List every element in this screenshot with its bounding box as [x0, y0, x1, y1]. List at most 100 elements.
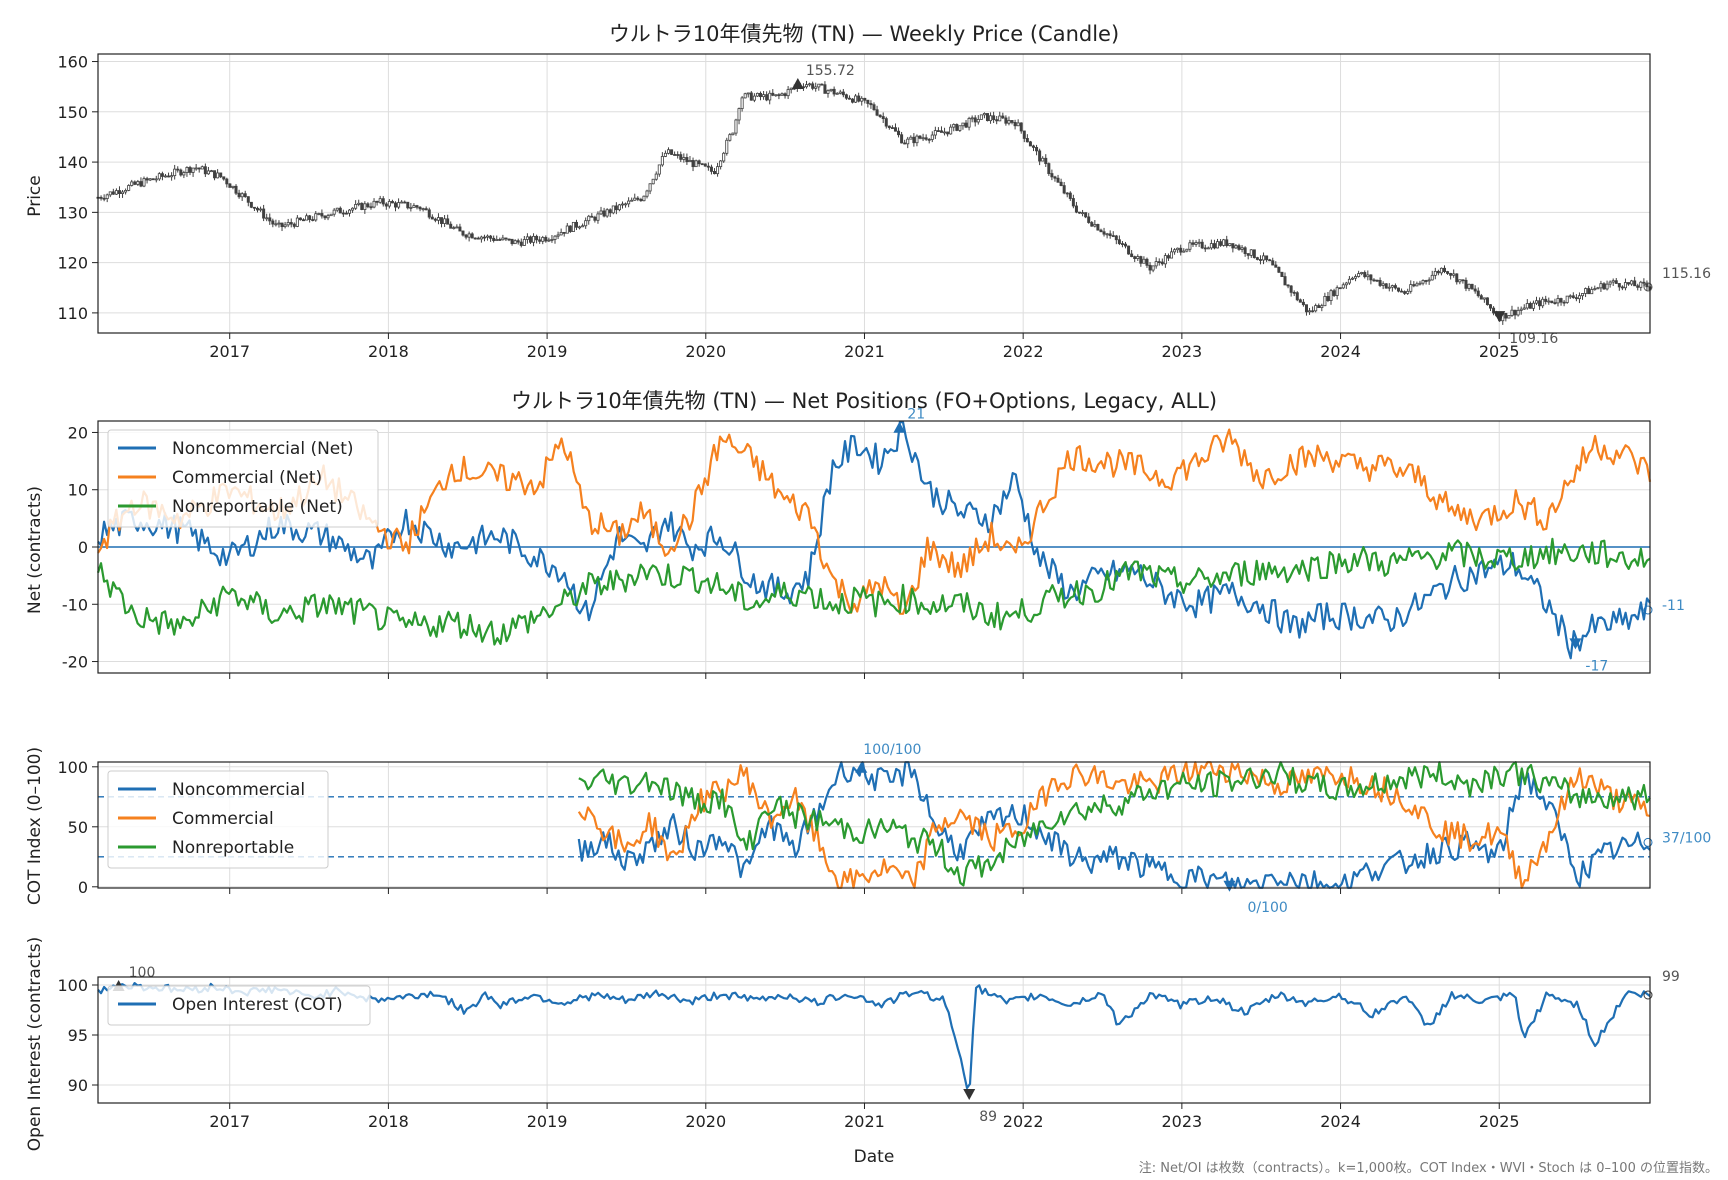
candle-body	[648, 183, 652, 192]
candle-body	[771, 92, 775, 96]
candle-body	[117, 190, 121, 195]
candle-body	[1390, 285, 1394, 288]
price-ytick-label-1: 120	[57, 254, 88, 273]
candle-body	[651, 178, 655, 185]
price-xtick-label-2025: 2025	[1479, 342, 1520, 361]
candle-body	[360, 202, 364, 210]
candle-body	[341, 212, 345, 215]
candle-body	[314, 213, 318, 221]
candle-body	[262, 208, 266, 219]
candle-body	[1467, 283, 1471, 289]
candle-body	[1400, 290, 1404, 293]
candle-body	[1375, 279, 1379, 282]
candle-body	[691, 160, 695, 168]
candle-body	[213, 170, 217, 179]
candle-body	[332, 209, 336, 215]
net-x-ticks	[229, 673, 1500, 679]
candle-body	[1084, 212, 1088, 218]
candle-body	[838, 91, 842, 94]
price-low-marker	[1493, 311, 1506, 323]
candle-body	[1630, 280, 1634, 285]
candle-body	[1455, 273, 1459, 283]
candle-body	[1188, 242, 1192, 250]
candle-body	[967, 118, 971, 128]
candle-body	[1553, 302, 1557, 305]
candle-body	[102, 197, 106, 200]
net-ytick-label-4: -20	[62, 653, 88, 672]
candle-body	[930, 134, 934, 140]
candle-body	[989, 115, 993, 122]
candle-body	[1577, 295, 1581, 300]
cot-low-label: 0/100	[1247, 900, 1287, 916]
net-annotations: 21 -17 -11	[907, 407, 1684, 675]
candle-body	[620, 203, 624, 206]
oi-legend-box	[107, 985, 371, 1026]
candle-body	[762, 94, 766, 98]
candle-body	[1350, 277, 1354, 280]
candle-body	[1412, 284, 1416, 287]
cot-ytick-label-0: 100	[57, 758, 88, 777]
candle-body	[1022, 130, 1026, 139]
candle-body	[351, 207, 355, 211]
candle-body	[872, 104, 876, 111]
net-low-label: -17	[1585, 658, 1608, 674]
candle-body	[1522, 307, 1526, 310]
candle-body	[222, 176, 226, 180]
oi-low-label: 89	[979, 1109, 997, 1125]
net-ytick-label-1: 10	[68, 481, 88, 500]
oi-low-marker	[963, 1089, 976, 1100]
candle-body	[973, 117, 977, 123]
candle-body	[421, 208, 425, 211]
candle-body	[666, 149, 670, 154]
candle-body	[749, 92, 753, 101]
candle-body	[498, 239, 502, 241]
oi-xtick-label-2020: 2020	[685, 1112, 726, 1131]
price-candles	[96, 78, 1653, 325]
candle-body	[369, 206, 373, 209]
candle-body	[1025, 138, 1029, 143]
candle-body	[906, 138, 910, 145]
candle-body	[467, 233, 471, 238]
candle-body	[952, 124, 956, 128]
candle-body	[179, 169, 183, 176]
candle-body	[1504, 312, 1508, 319]
candle-body	[1571, 295, 1575, 299]
candle-body	[590, 215, 594, 218]
candle-body	[366, 203, 370, 208]
candle-body	[528, 236, 532, 243]
candle-body	[811, 83, 815, 89]
candle-body	[574, 221, 578, 228]
candle-body	[440, 217, 444, 224]
candle-body	[1301, 301, 1305, 306]
candle-body	[1363, 272, 1367, 278]
candle-body	[160, 173, 164, 177]
candle-body	[225, 178, 229, 185]
candle-body	[182, 172, 186, 176]
candle-body	[599, 210, 603, 215]
x-axis-label: Date	[854, 1147, 895, 1167]
candle-body	[1249, 249, 1253, 256]
candle-body	[1639, 281, 1643, 288]
candle-body	[1314, 305, 1318, 312]
candle-body	[958, 125, 962, 131]
candle-body	[163, 175, 167, 178]
candle-body	[455, 226, 459, 229]
candle-body	[1449, 273, 1453, 276]
oi-legend-label: Open Interest (COT)	[172, 995, 343, 1015]
candle-body	[1246, 253, 1250, 256]
candle-body	[1323, 296, 1327, 307]
candle-body	[550, 239, 554, 241]
cot-last-label: 37/100	[1662, 830, 1711, 846]
candle-body	[1525, 303, 1529, 309]
candle-body	[1396, 287, 1400, 292]
candle-body	[424, 208, 428, 211]
candle-body	[924, 137, 928, 140]
candle-body	[1228, 243, 1232, 246]
net-series-noncommercial	[97, 421, 1651, 660]
candle-body	[1280, 271, 1284, 277]
candle-body	[400, 201, 404, 204]
candle-body	[706, 165, 710, 168]
candle-body	[1041, 157, 1045, 162]
candle-body	[173, 168, 177, 177]
candle-body	[1614, 280, 1618, 284]
